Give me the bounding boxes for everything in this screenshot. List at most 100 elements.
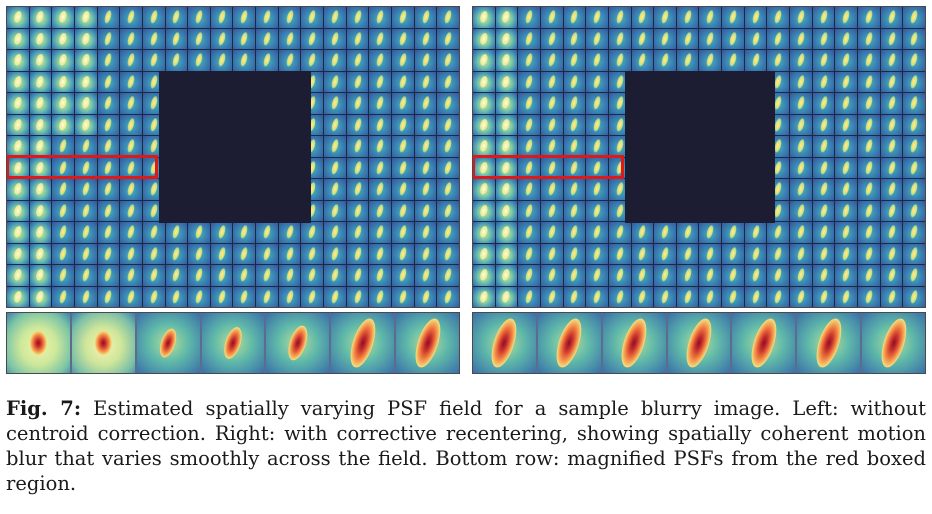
psf-tile bbox=[722, 50, 744, 71]
figure-caption: Fig. 7: Estimated spatially varying PSF … bbox=[6, 396, 926, 496]
psf-tile bbox=[540, 243, 563, 264]
psf-tile bbox=[563, 179, 586, 200]
psf-tile bbox=[563, 286, 586, 307]
psf-tile bbox=[324, 243, 346, 264]
psf-tile bbox=[301, 286, 324, 307]
psf-tile bbox=[165, 222, 188, 243]
magnified-psf bbox=[71, 313, 135, 373]
psf-tile bbox=[346, 114, 369, 135]
psf-tile bbox=[233, 265, 256, 286]
psf-tile bbox=[414, 50, 437, 71]
psf-tile bbox=[495, 157, 518, 178]
psf-tile bbox=[835, 28, 858, 49]
psf-tile bbox=[142, 243, 165, 264]
psf-tile bbox=[256, 50, 278, 71]
psf-tile bbox=[52, 136, 74, 157]
magnified-psf bbox=[602, 313, 666, 373]
psf-tile bbox=[369, 200, 392, 221]
psf-tile bbox=[74, 136, 97, 157]
psf-tile bbox=[903, 28, 925, 49]
psf-tile bbox=[74, 93, 97, 114]
psf-tile bbox=[812, 286, 835, 307]
psf-tile bbox=[97, 114, 120, 135]
psf-tile bbox=[346, 7, 369, 28]
psf-tile bbox=[52, 243, 74, 264]
psf-tile bbox=[835, 50, 858, 71]
psf-tile bbox=[324, 50, 346, 71]
psf-tile bbox=[437, 286, 459, 307]
psf-tile bbox=[744, 243, 767, 264]
psf-tile bbox=[7, 7, 29, 28]
psf-tile bbox=[518, 157, 540, 178]
magnified-psf bbox=[732, 313, 796, 373]
psf-tile bbox=[437, 28, 459, 49]
psf-tile bbox=[880, 28, 903, 49]
figure-label: Fig. 7: bbox=[6, 397, 82, 420]
psf-tile bbox=[165, 7, 188, 28]
psf-tile bbox=[518, 71, 540, 92]
psf-tile bbox=[120, 200, 142, 221]
psf-tile bbox=[767, 7, 790, 28]
psf-tile bbox=[812, 7, 835, 28]
psf-tile bbox=[540, 50, 563, 71]
psf-tile bbox=[608, 28, 631, 49]
psf-tile bbox=[346, 71, 369, 92]
magnified-psfs-left bbox=[6, 312, 460, 374]
psf-tile bbox=[369, 7, 392, 28]
psf-tile bbox=[790, 50, 812, 71]
psf-tile bbox=[586, 265, 608, 286]
psf-tile bbox=[437, 50, 459, 71]
psf-tile bbox=[188, 50, 210, 71]
psf-tile bbox=[880, 179, 903, 200]
psf-tile bbox=[540, 157, 563, 178]
psf-tile bbox=[586, 7, 608, 28]
psf-tile bbox=[654, 243, 676, 264]
psf-tile bbox=[97, 71, 120, 92]
psf-tile bbox=[74, 157, 97, 178]
psf-tile bbox=[29, 286, 52, 307]
psf-tile bbox=[7, 286, 29, 307]
psf-tile bbox=[301, 265, 324, 286]
psf-tile bbox=[676, 243, 699, 264]
psf-tile bbox=[473, 222, 495, 243]
psf-tile bbox=[188, 243, 210, 264]
psf-tile bbox=[97, 7, 120, 28]
psf-tile bbox=[29, 179, 52, 200]
psf-tile bbox=[880, 265, 903, 286]
psf-tile bbox=[858, 71, 880, 92]
psf-tile bbox=[52, 265, 74, 286]
psf-tile bbox=[790, 179, 812, 200]
psf-tile bbox=[699, 286, 722, 307]
psf-tile bbox=[812, 222, 835, 243]
psf-tile bbox=[495, 71, 518, 92]
psf-tile bbox=[437, 136, 459, 157]
psf-tile bbox=[540, 222, 563, 243]
psf-tile bbox=[858, 222, 880, 243]
psf-tile bbox=[120, 93, 142, 114]
psf-tile bbox=[210, 50, 233, 71]
psf-tile bbox=[586, 93, 608, 114]
psf-tile bbox=[52, 200, 74, 221]
psf-tile bbox=[654, 265, 676, 286]
psf-tile bbox=[97, 200, 120, 221]
psf-tile bbox=[812, 114, 835, 135]
psf-tile bbox=[903, 93, 925, 114]
psf-tile bbox=[97, 157, 120, 178]
psf-tile bbox=[369, 265, 392, 286]
figure-caption-text: Estimated spatially varying PSF field fo… bbox=[6, 397, 927, 495]
red-box-right bbox=[473, 155, 624, 179]
psf-tile bbox=[29, 200, 52, 221]
psf-tile bbox=[608, 286, 631, 307]
psf-tile bbox=[74, 50, 97, 71]
psf-tile bbox=[97, 243, 120, 264]
psf-tile bbox=[858, 200, 880, 221]
psf-tile bbox=[165, 50, 188, 71]
psf-tile bbox=[835, 157, 858, 178]
psf-tile bbox=[744, 7, 767, 28]
psf-tile bbox=[369, 157, 392, 178]
psf-tile bbox=[835, 286, 858, 307]
psf-tile bbox=[473, 93, 495, 114]
psf-tile bbox=[414, 136, 437, 157]
psf-tile bbox=[654, 222, 676, 243]
psf-tile bbox=[540, 28, 563, 49]
